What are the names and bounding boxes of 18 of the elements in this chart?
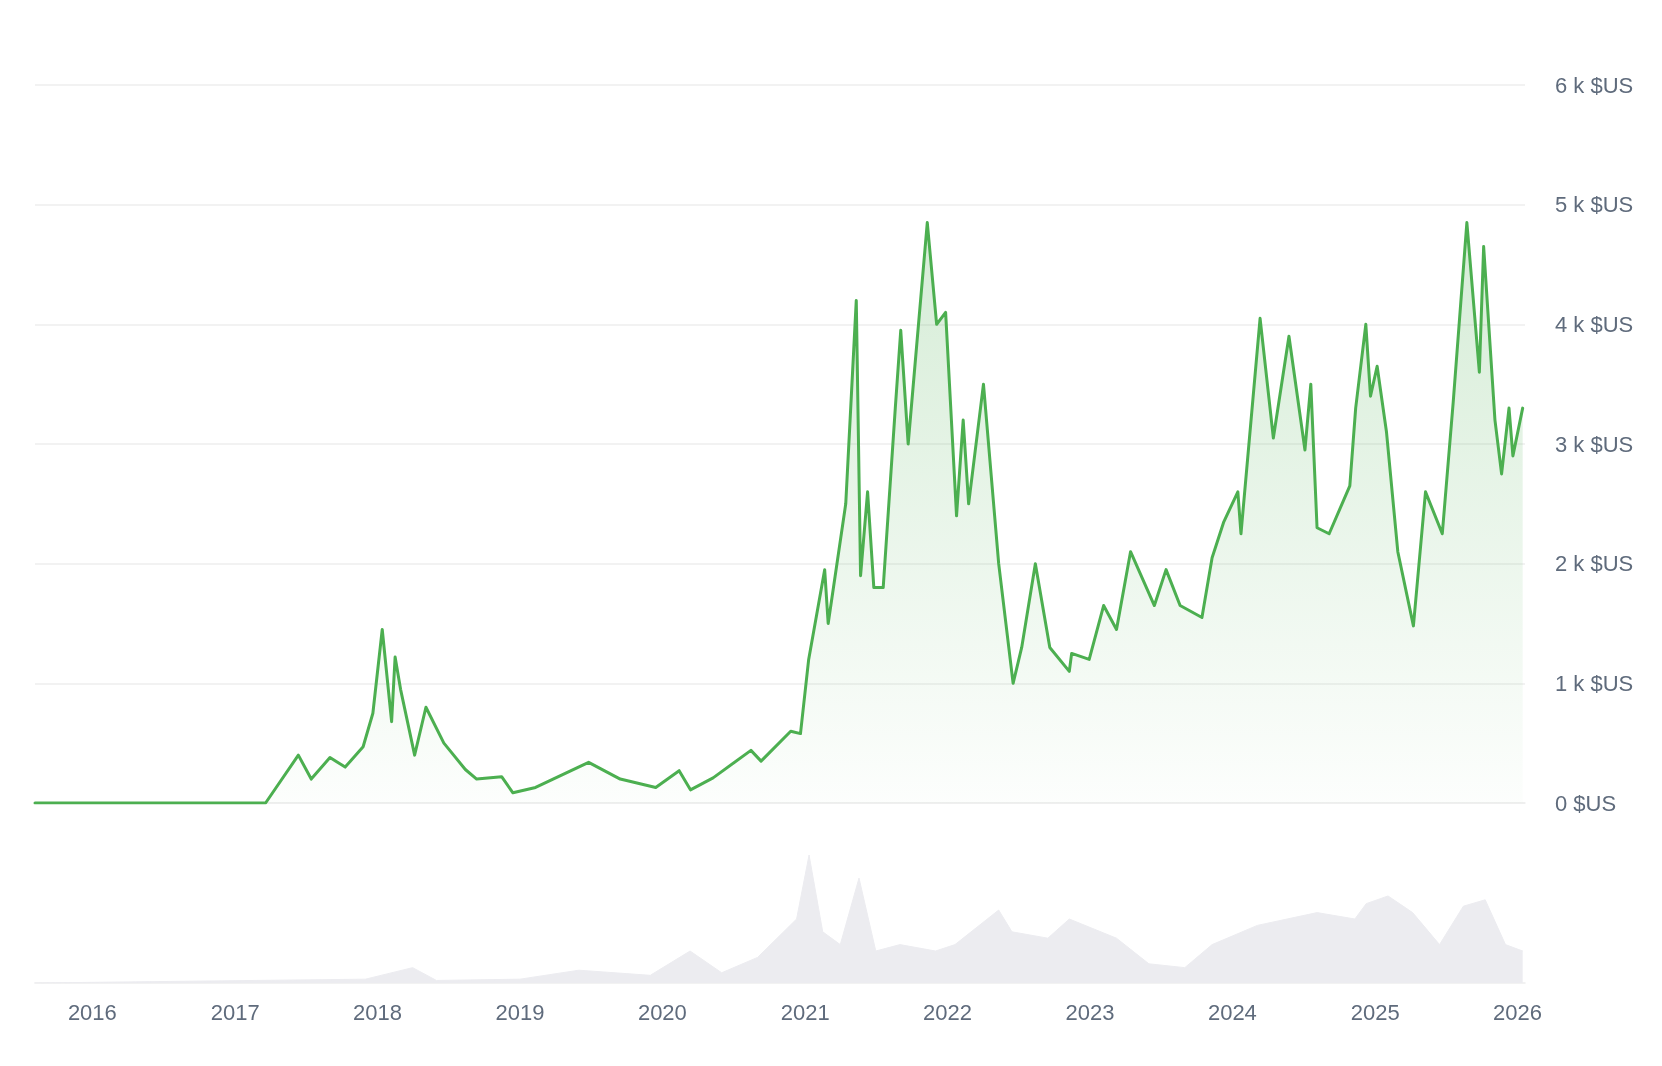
x-tick-label: 2024 [1207, 999, 1257, 1025]
x-tick-label: 2025 [1350, 999, 1400, 1025]
x-tick-label: 2021 [780, 999, 830, 1025]
x-tick-label: 2017 [210, 999, 260, 1025]
y-tick-label: 0 $US [1555, 790, 1617, 816]
y-tick-label: 3 k $US [1555, 431, 1634, 457]
y-tick-label: 2 k $US [1555, 551, 1634, 577]
x-tick-label: 2023 [1065, 999, 1115, 1025]
x-tick-label: 2022 [923, 999, 973, 1025]
x-tick-label: 2016 [67, 999, 117, 1025]
x-tick-label: 2018 [353, 999, 403, 1025]
x-tick-label: 2020 [637, 999, 687, 1025]
x-tick-label: 2026 [1493, 999, 1543, 1025]
y-tick-label: 5 k $US [1555, 192, 1634, 218]
y-tick-label: 6 k $US [1555, 72, 1634, 98]
x-tick-label: 2019 [495, 999, 545, 1025]
y-tick-label: 1 k $US [1555, 670, 1634, 696]
y-tick-label: 4 k $US [1555, 311, 1634, 337]
